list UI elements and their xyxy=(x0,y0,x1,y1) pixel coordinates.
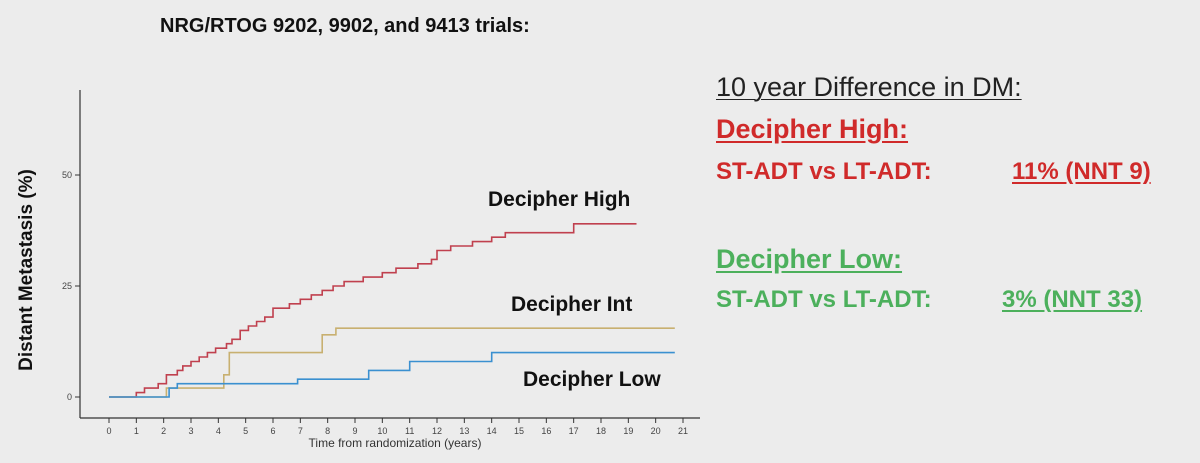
x-tick-label: 5 xyxy=(243,426,248,436)
series-label-decipher-int: Decipher Int xyxy=(511,293,632,316)
slide-title: NRG/RTOG 9202, 9902, and 9413 trials: xyxy=(160,15,530,37)
x-tick-label: 3 xyxy=(188,426,193,436)
x-tick-label: 14 xyxy=(487,426,497,436)
y-tick-label: 0 xyxy=(67,392,72,402)
x-tick-label: 10 xyxy=(377,426,387,436)
series-line-decipher-int xyxy=(109,327,675,398)
curves xyxy=(109,223,675,398)
decipher-high-comparison: ST-ADT vs LT-ADT: xyxy=(716,158,932,185)
x-tick-label: 6 xyxy=(270,426,275,436)
series-line-decipher-high xyxy=(109,223,637,398)
x-tick-label: 12 xyxy=(432,426,442,436)
y-tick-label: 25 xyxy=(62,281,72,291)
x-tick-label: 15 xyxy=(514,426,524,436)
panel-heading: 10 year Difference in DM: xyxy=(716,72,1022,102)
x-tick-label: 21 xyxy=(678,426,688,436)
y-ticks: 0 25 50 xyxy=(62,170,80,402)
decipher-low-label: Decipher Low: xyxy=(716,244,903,274)
y-axis-label: Distant Metastasis (%) xyxy=(16,169,37,371)
decipher-low-row: ST-ADT vs LT-ADT: 3% (NNT 33) xyxy=(716,286,1186,318)
x-tick-label: 18 xyxy=(596,426,606,436)
x-tick-label: 9 xyxy=(352,426,357,436)
decipher-low-comparison: ST-ADT vs LT-ADT: xyxy=(716,286,932,313)
x-tick-label: 8 xyxy=(325,426,330,436)
series-label-decipher-high: Decipher High xyxy=(488,188,630,211)
decipher-low-value: 3% (NNT 33) xyxy=(1002,286,1143,313)
x-tick-label: 16 xyxy=(541,426,551,436)
x-tick-label: 1 xyxy=(134,426,139,436)
series-line-decipher-low xyxy=(109,351,675,398)
x-ticks: 0 1 2 3 4 5 6 7 8 9 10 11 12 13 14 15 16 17 18 19 20 21 xyxy=(106,418,688,436)
decipher-high-value: 11% (NNT 9) xyxy=(1012,158,1151,185)
decipher-high-label: Decipher High: xyxy=(716,114,909,144)
km-chart: 0 1 2 3 4 5 6 7 8 9 10 11 12 13 14 15 16 17 18 19 20 21 02550… xyxy=(16,90,700,450)
series-label-decipher-low: Decipher Low xyxy=(523,368,661,391)
x-tick-label: 19 xyxy=(623,426,633,436)
x-tick-label: 11 xyxy=(405,426,414,436)
x-tick-label: 4 xyxy=(216,426,221,436)
x-axis-label: Time from randomization (years) xyxy=(309,436,482,450)
x-tick-label: 17 xyxy=(569,426,579,436)
x-tick-label: 2 xyxy=(161,426,166,436)
x-tick-label: 13 xyxy=(459,426,469,436)
x-tick-label: 0 xyxy=(106,426,111,436)
decipher-high-row: ST-ADT vs LT-ADT: 11% (NNT 9) xyxy=(716,158,1186,190)
y-tick-label: 50 xyxy=(62,170,72,180)
x-tick-label: 20 xyxy=(651,426,661,436)
x-tick-label: 7 xyxy=(298,426,303,436)
